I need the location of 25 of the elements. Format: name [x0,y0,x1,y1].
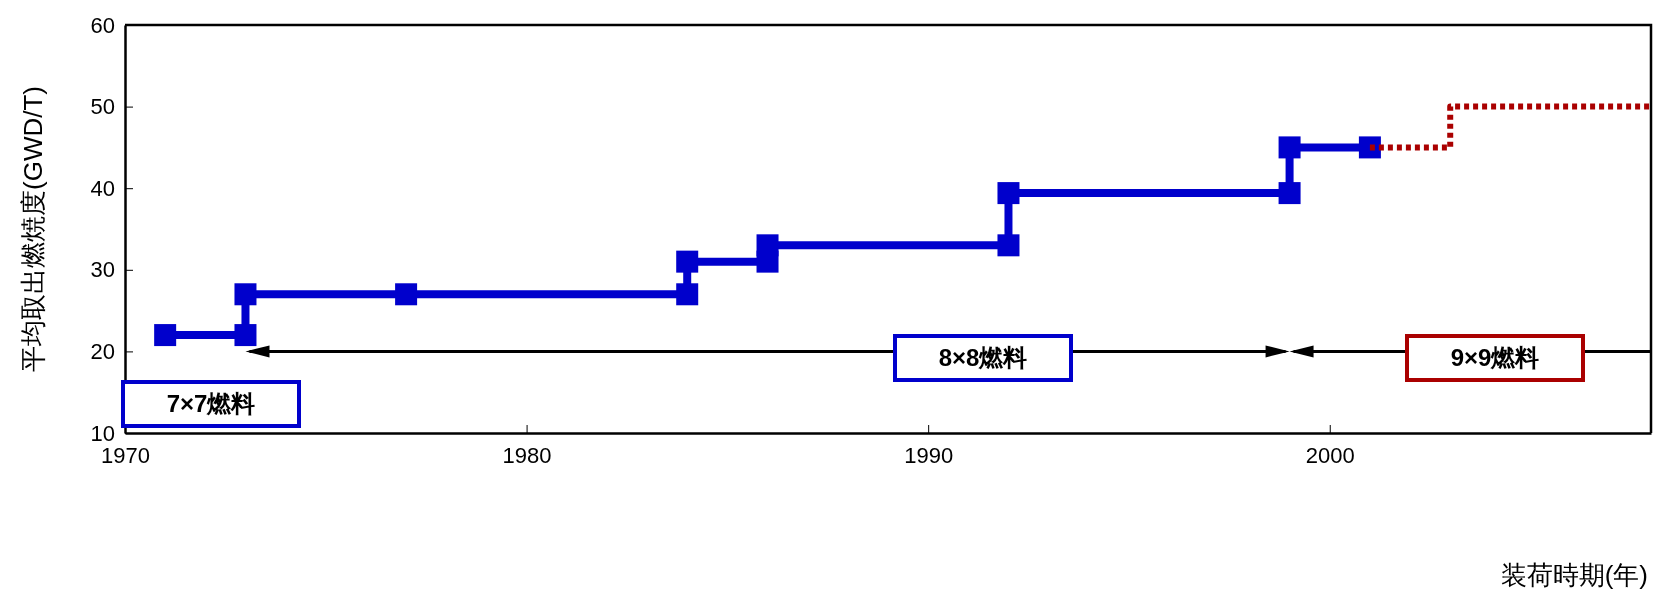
y-tick-label: 50 [90,94,115,120]
y-tick-label: 30 [90,257,115,283]
x-tick-label: 1990 [904,442,954,468]
point [756,234,779,257]
point [676,250,699,273]
point [997,234,1020,257]
annotation: 8×8燃料 [938,344,1028,372]
x-tick-label: 1980 [502,442,552,468]
x-tick-label: 2000 [1305,442,1355,468]
y-tick-label: 60 [90,12,115,38]
point [1278,136,1301,159]
y-tick-label: 40 [90,175,115,201]
point [234,283,257,306]
point [395,283,418,306]
point [154,324,177,347]
point [234,324,257,347]
x-axis-title: 装荷時期(年) [1500,560,1648,590]
point [1278,182,1301,205]
y-axis-title: 平均取出燃焼度(GWD/T) [18,86,48,372]
point [676,283,699,306]
annotation: 7×7燃料 [166,390,256,418]
point [997,182,1020,205]
annotation: 9×9燃料 [1450,344,1540,372]
y-tick-label: 20 [90,338,115,364]
point [1358,136,1381,159]
